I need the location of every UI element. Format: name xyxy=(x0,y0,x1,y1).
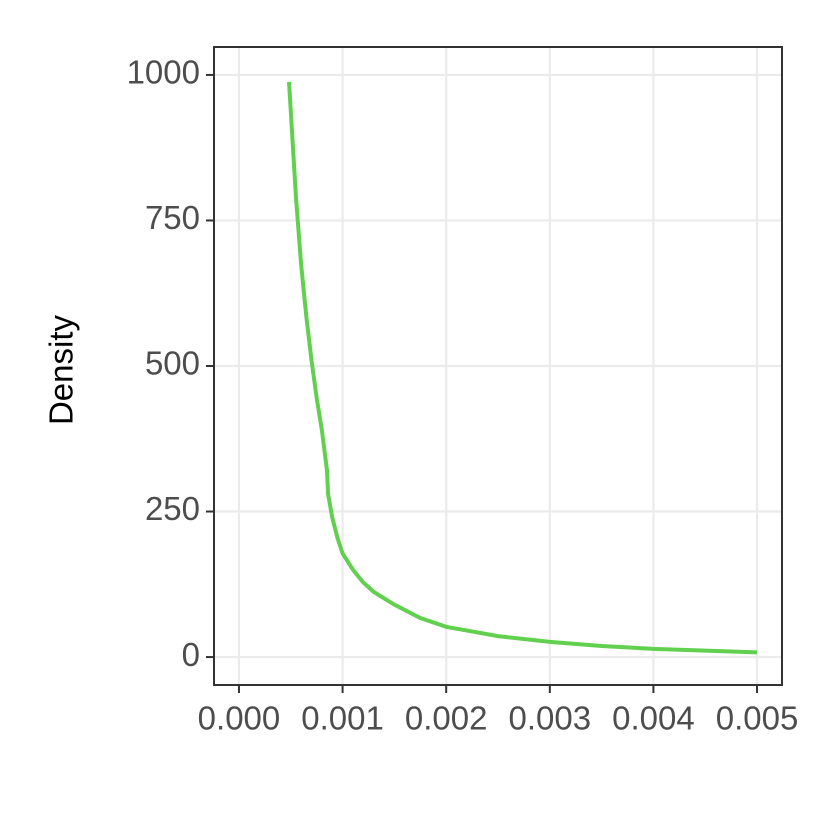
x-tick-label: 0.005 xyxy=(716,700,799,737)
x-tick-label: 0.004 xyxy=(612,700,695,737)
panel-border xyxy=(213,46,783,686)
y-axis-title: Density xyxy=(43,314,80,425)
x-tick-label: 0.002 xyxy=(405,700,488,737)
x-tick-label: 0.000 xyxy=(198,700,281,737)
x-tick-label: 0.003 xyxy=(509,700,592,737)
x-tick-label: 0.001 xyxy=(301,700,384,737)
y-tick-label: 250 xyxy=(145,490,200,527)
y-tick-label: 500 xyxy=(145,345,200,382)
y-tick-label: 0 xyxy=(182,636,200,673)
y-tick-label: 1000 xyxy=(127,54,200,91)
line xyxy=(287,81,758,655)
y-tick-label: 750 xyxy=(145,199,200,236)
